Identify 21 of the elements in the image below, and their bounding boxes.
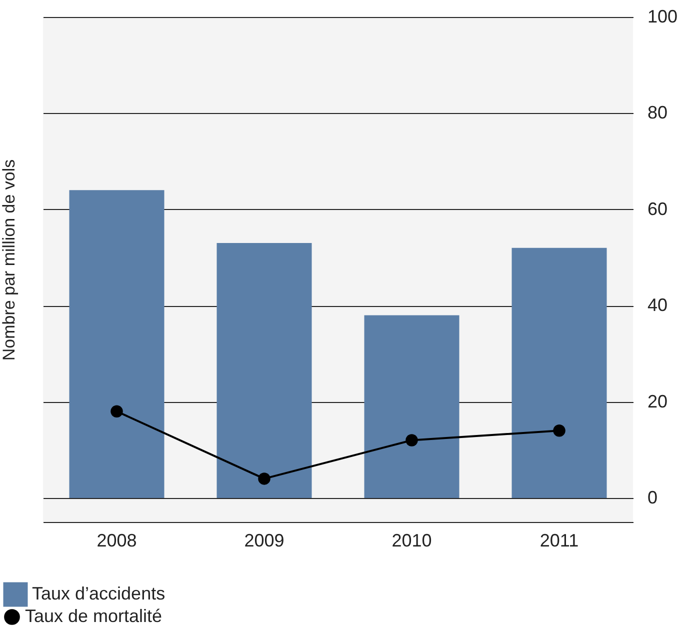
y-tick-label: 60 [648,198,668,219]
point [258,472,270,485]
bar [364,315,460,498]
x-tick-label: 2009 [244,530,284,550]
y-tick-label: 40 [648,295,668,316]
point [110,405,123,418]
legend-label: Taux de mortalité [25,606,162,626]
x-tick-label: 2010 [392,530,432,550]
point [406,434,418,446]
x-tick-label: 2011 [540,530,579,550]
y-axis-title: Nombre par million de vols [0,159,18,361]
y-tick-label: 20 [648,391,668,412]
bar [216,243,312,498]
bar [512,248,607,498]
legend-label: Taux d’accidents [32,584,166,604]
y-tick-label: 80 [648,102,668,123]
x-tick-label: 2008 [96,530,137,550]
point [553,424,566,437]
y-tick-label: 100 [648,6,678,26]
bar [69,190,164,498]
y-tick-label: 0 [648,487,658,508]
